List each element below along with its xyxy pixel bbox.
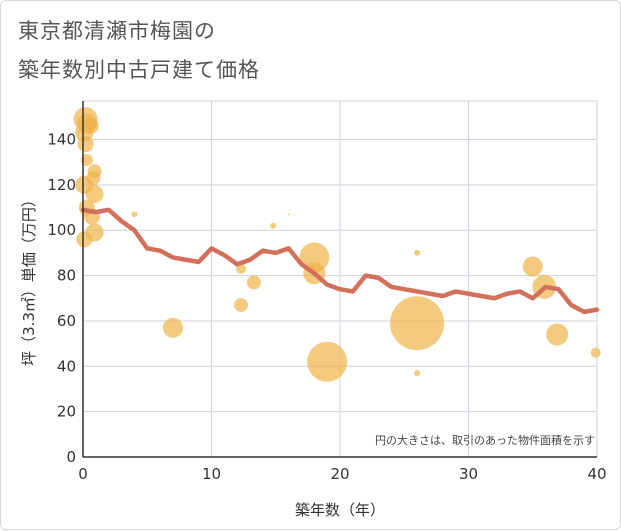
bubble-point bbox=[85, 184, 104, 203]
bubble-point bbox=[390, 296, 445, 351]
x-tick-label: 10 bbox=[202, 465, 221, 483]
y-tick-label: 140 bbox=[47, 131, 76, 149]
y-tick-label: 100 bbox=[47, 221, 76, 239]
bubble-point bbox=[590, 347, 601, 358]
bubble-point bbox=[236, 263, 247, 274]
y-tick-label: 80 bbox=[57, 267, 76, 285]
y-tick-label: 0 bbox=[66, 448, 76, 466]
bubble-point bbox=[162, 317, 183, 338]
chart-title-line-2: 築年数別中古戸建て価格 bbox=[18, 58, 260, 82]
bubble-size-note: 円の大きさは、取引のあった物件面積を示す bbox=[375, 433, 595, 447]
x-tick-labels: 0 10 20 30 40 bbox=[78, 465, 606, 483]
grid-lines bbox=[82, 100, 598, 458]
y-tick-label: 120 bbox=[47, 176, 76, 194]
bubble-point bbox=[414, 249, 421, 256]
bubble-point bbox=[270, 222, 277, 229]
bubble-point bbox=[246, 275, 261, 290]
bubble-point bbox=[77, 136, 94, 153]
average-price-line bbox=[80, 207, 600, 315]
axes bbox=[82, 101, 597, 458]
bubble-point bbox=[546, 323, 569, 346]
bubble-point bbox=[522, 256, 543, 277]
chart-title-line-1: 東京都清瀬市梅園の bbox=[18, 19, 216, 43]
y-tick-label: 60 bbox=[57, 312, 76, 330]
bubble-series bbox=[73, 107, 601, 382]
average-line-series bbox=[80, 207, 600, 315]
bubble-point bbox=[414, 370, 421, 377]
x-tick-label: 20 bbox=[330, 465, 349, 483]
bubble-point bbox=[76, 231, 93, 248]
bubble-point bbox=[307, 341, 348, 382]
x-tick-label: 30 bbox=[459, 465, 478, 483]
bubble-point bbox=[299, 242, 330, 273]
bubble-point bbox=[80, 153, 93, 166]
x-tick-label: 0 bbox=[78, 465, 88, 483]
bubble-point bbox=[131, 211, 138, 218]
bubble-point bbox=[234, 298, 249, 313]
y-axis-label: 坪（3.3㎡）単価（万円） bbox=[20, 192, 38, 366]
x-axis-label: 築年数（年） bbox=[295, 501, 385, 519]
y-tick-label: 40 bbox=[57, 357, 76, 375]
x-tick-label: 40 bbox=[587, 465, 606, 483]
y-tick-label: 20 bbox=[57, 403, 76, 421]
y-tick-labels: 0 20 40 60 80 100 120 140 bbox=[47, 131, 76, 466]
bubble-point bbox=[287, 213, 290, 216]
